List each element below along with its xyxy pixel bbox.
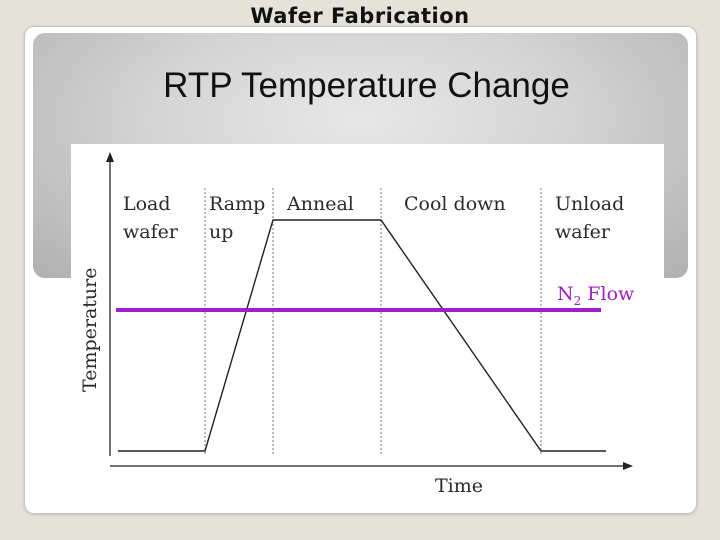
rtp-diagram: Load wafer Ramp up Anneal Cool down Unlo… bbox=[71, 144, 664, 500]
n2-flow-label: N2 Flow bbox=[557, 283, 635, 308]
slide-title: RTP Temperature Change bbox=[163, 66, 570, 105]
rtp-diagram-svg: Load wafer Ramp up Anneal Cool down Unlo… bbox=[79, 152, 635, 497]
phase-label-load-2: wafer bbox=[123, 221, 179, 243]
phase-label-ramp-2: up bbox=[209, 221, 233, 243]
phase-label-ramp: Ramp bbox=[209, 193, 265, 215]
phase-label-anneal: Anneal bbox=[286, 193, 354, 215]
phase-label-unload: Unload bbox=[555, 193, 624, 215]
phase-label-unload-2: wafer bbox=[555, 221, 611, 243]
temperature-curve bbox=[118, 219, 606, 452]
phase-label-load: Load bbox=[123, 193, 171, 215]
header-title: Wafer Fabrication bbox=[250, 4, 470, 28]
y-axis-label: Temperature bbox=[79, 268, 101, 392]
x-axis-arrow bbox=[623, 462, 633, 470]
x-axis-label: Time bbox=[435, 475, 483, 497]
y-axis-arrow bbox=[106, 152, 114, 162]
phase-label-cool: Cool down bbox=[404, 193, 506, 215]
